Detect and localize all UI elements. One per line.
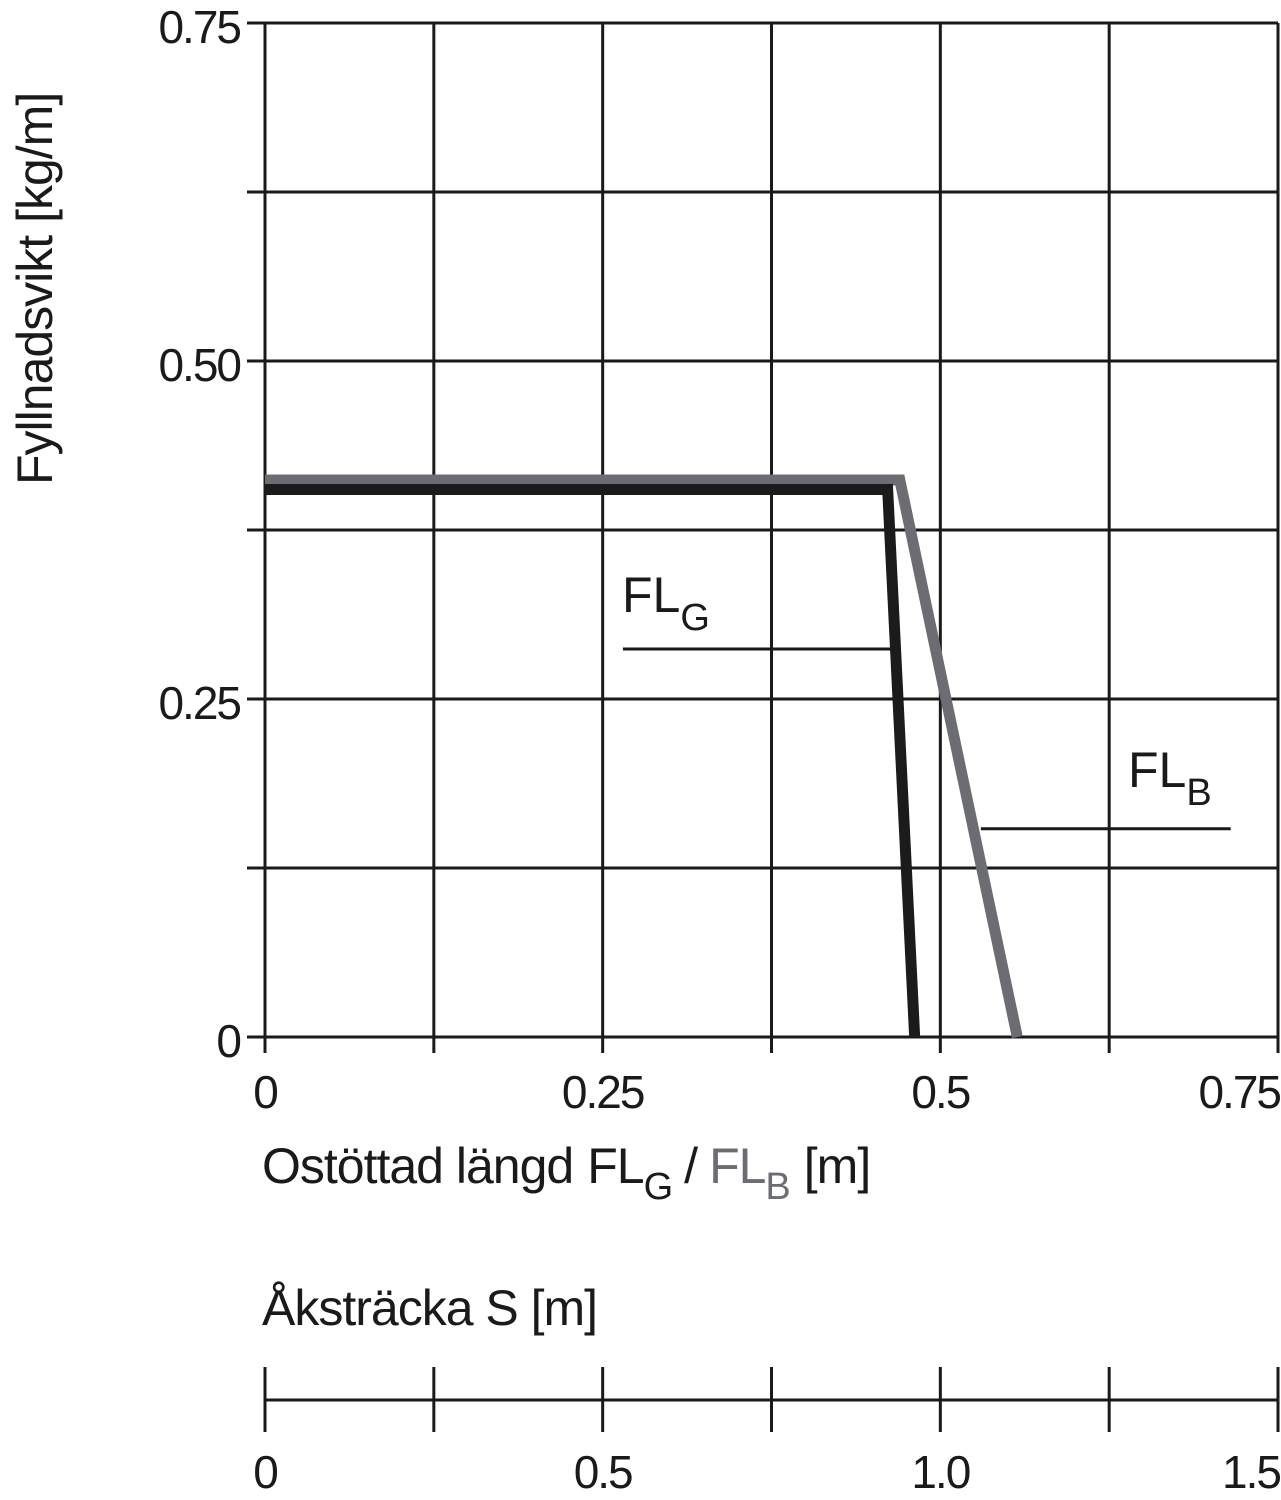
fl-b-annotation-main: FL [1128,742,1186,798]
x-axis-title-flb-sub: B [765,1166,789,1208]
y-tick-label: 0.75 [158,1,240,53]
x-axis-tick-labels: 0 0.25 0.5 0.75 [253,1066,1281,1118]
x-axis-title: Ostöttad längd FLG / FLB [m] [262,1138,870,1208]
y-axis-title: Fyllnadsvikt [kg/m] [7,93,63,485]
x-axis-title-flg-sub: G [644,1166,673,1208]
secondary-axis-tick-label: 1.5 [1222,1446,1280,1498]
y-axis-tick-labels: 0 0.25 0.50 0.75 [158,1,242,1067]
x-tick-label: 0.75 [1198,1066,1280,1118]
x-axis-title-flg: FL [587,1138,644,1194]
secondary-axis-tick-label: 0.5 [574,1446,632,1498]
secondary-axis-tick-label: 1.0 [911,1446,969,1498]
series-line-fl-g [265,483,921,1038]
fl-g-annotation-main: FL [622,567,680,623]
x-axis-title-flb: FL [709,1138,766,1194]
y-tick-label: 0.25 [158,677,240,729]
y-tick-label: 0.50 [158,339,240,391]
fl-b-annotation-sub: B [1186,772,1211,814]
y-tick-label: 0 [216,1015,240,1067]
x-tick-label: 0.25 [562,1066,644,1118]
annotations: FLG FLB [622,567,1231,831]
x-axis-title-unit: [m] [804,1138,870,1194]
x-tick-label: 0 [253,1066,277,1118]
secondary-axis: 0 0.5 1.0 1.5 [253,1367,1281,1498]
grid [247,21,1280,1053]
secondary-axis-tick-label: 0 [253,1446,277,1498]
fl-b-annotation: FLB [1128,742,1212,814]
series-lines [265,474,1023,1039]
x-axis-title-prefix: Ostöttad längd [262,1138,573,1194]
x-tick-label: 0.5 [911,1066,969,1118]
x-axis-title-separator: / [684,1138,698,1194]
secondary-axis-title: Åksträcka S [m] [262,1280,597,1336]
fl-g-annotation-sub: G [680,597,710,639]
series-line-fl-b [265,474,1023,1039]
fl-g-annotation: FLG [622,567,710,639]
